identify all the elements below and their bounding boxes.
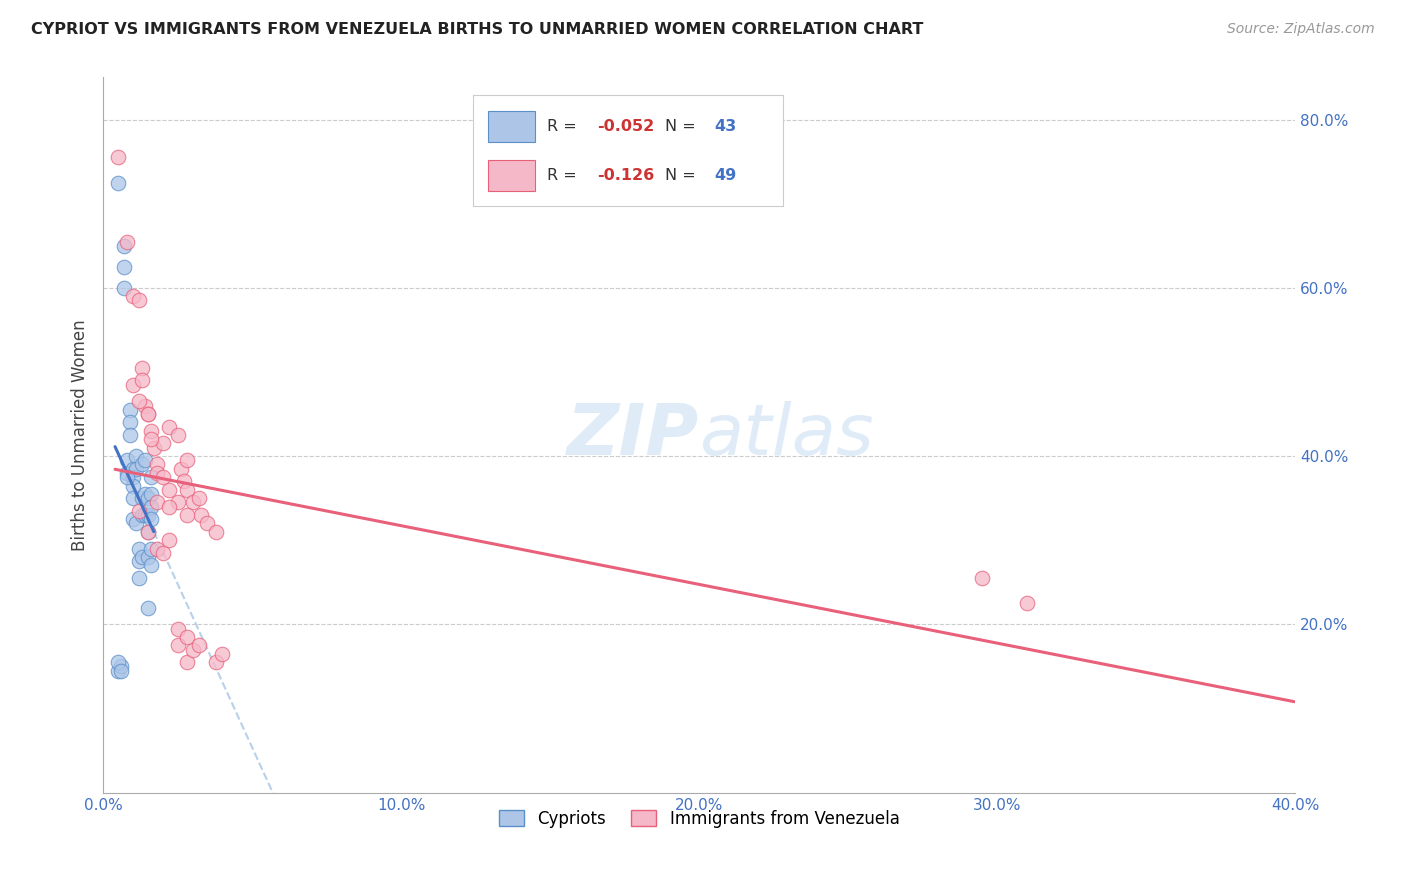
Point — [136, 600, 159, 615]
Point — [115, 466, 138, 480]
Point — [139, 487, 162, 501]
Point — [107, 150, 129, 164]
Point — [112, 281, 135, 295]
Point — [146, 541, 169, 556]
Point — [128, 394, 150, 409]
Text: ZIP: ZIP — [567, 401, 699, 469]
Point — [139, 512, 162, 526]
Point — [134, 453, 156, 467]
Point — [112, 260, 135, 274]
Point — [169, 461, 191, 475]
Point — [110, 659, 132, 673]
Point — [187, 491, 209, 505]
Point — [136, 550, 159, 565]
Point — [152, 436, 174, 450]
Text: CYPRIOT VS IMMIGRANTS FROM VENEZUELA BIRTHS TO UNMARRIED WOMEN CORRELATION CHART: CYPRIOT VS IMMIGRANTS FROM VENEZUELA BIR… — [31, 22, 924, 37]
Point — [136, 407, 159, 421]
Point — [134, 399, 156, 413]
Point — [157, 419, 180, 434]
Point — [176, 630, 198, 644]
Point — [125, 516, 148, 531]
Point — [205, 524, 228, 539]
Point — [131, 373, 153, 387]
Point — [176, 453, 198, 467]
Point — [122, 491, 145, 505]
Point — [115, 235, 138, 249]
Point — [128, 554, 150, 568]
Point — [128, 541, 150, 556]
Point — [146, 458, 169, 472]
Point — [187, 639, 209, 653]
Point — [131, 550, 153, 565]
Point — [211, 647, 233, 661]
Point — [115, 453, 138, 467]
Point — [118, 428, 141, 442]
Point — [134, 508, 156, 522]
Point — [166, 428, 188, 442]
Point — [146, 495, 169, 509]
Point — [136, 491, 159, 505]
Point — [1017, 596, 1039, 610]
Point — [146, 466, 169, 480]
Point — [181, 495, 204, 509]
Point — [139, 500, 162, 514]
Point — [107, 176, 129, 190]
Point — [118, 402, 141, 417]
Point — [176, 655, 198, 669]
Point — [122, 478, 145, 492]
Point — [166, 639, 188, 653]
Point — [122, 461, 145, 475]
Point — [122, 470, 145, 484]
Point — [125, 449, 148, 463]
Point — [139, 424, 162, 438]
Point — [131, 458, 153, 472]
Point — [118, 416, 141, 430]
Point — [157, 483, 180, 497]
Point — [122, 377, 145, 392]
Point — [157, 533, 180, 548]
Y-axis label: Births to Unmarried Women: Births to Unmarried Women — [72, 319, 89, 551]
Point — [190, 508, 212, 522]
Text: Source: ZipAtlas.com: Source: ZipAtlas.com — [1227, 22, 1375, 37]
Point — [110, 664, 132, 678]
Point — [166, 495, 188, 509]
Legend: Cypriots, Immigrants from Venezuela: Cypriots, Immigrants from Venezuela — [492, 803, 905, 834]
Point — [176, 483, 198, 497]
Point — [115, 470, 138, 484]
Point — [136, 524, 159, 539]
Point — [112, 238, 135, 252]
Point — [125, 461, 148, 475]
Point — [139, 470, 162, 484]
Point — [107, 664, 129, 678]
Point — [166, 622, 188, 636]
Point — [128, 571, 150, 585]
Point — [131, 508, 153, 522]
Point — [205, 655, 228, 669]
Point — [128, 293, 150, 308]
Text: atlas: atlas — [699, 401, 875, 469]
Point — [176, 508, 198, 522]
Point — [136, 524, 159, 539]
Point — [128, 504, 150, 518]
Point — [136, 508, 159, 522]
Point — [139, 432, 162, 446]
Point — [972, 571, 994, 585]
Point — [197, 516, 219, 531]
Point — [173, 475, 195, 489]
Point — [134, 487, 156, 501]
Point — [107, 655, 129, 669]
Point — [136, 407, 159, 421]
Point — [181, 642, 204, 657]
Point — [122, 289, 145, 303]
Point — [139, 558, 162, 573]
Point — [122, 512, 145, 526]
Point — [142, 441, 165, 455]
Point — [139, 541, 162, 556]
Point — [131, 360, 153, 375]
Point — [131, 491, 153, 505]
Point — [157, 500, 180, 514]
Point — [152, 546, 174, 560]
Point — [152, 470, 174, 484]
